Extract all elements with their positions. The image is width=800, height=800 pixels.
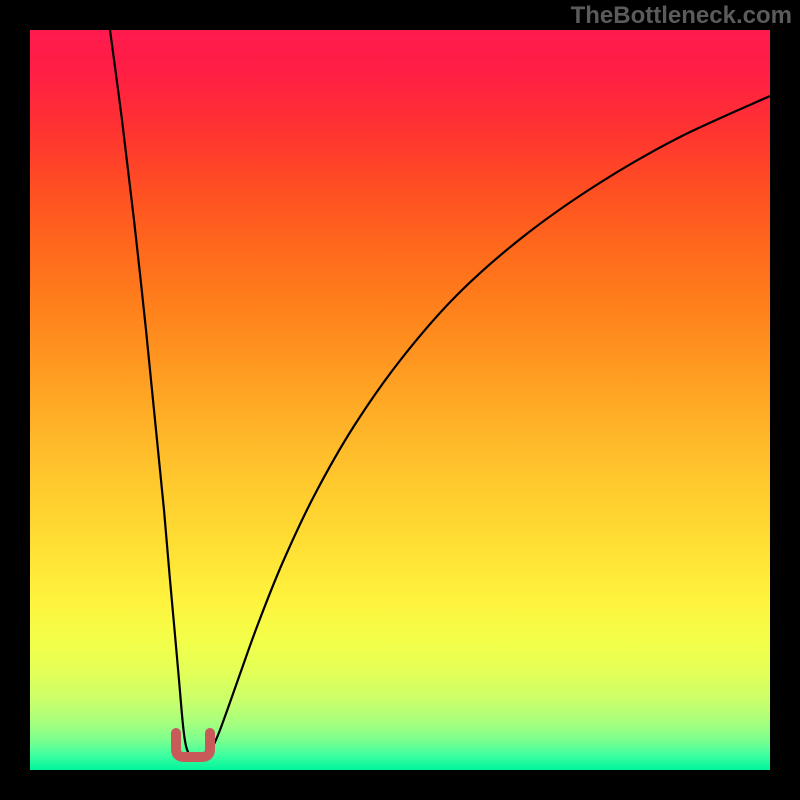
plot-area [30,30,770,770]
plot-svg [30,30,770,770]
canvas-root: TheBottleneck.com [0,0,800,800]
gradient-fill-rect [30,30,770,770]
watermark-text: TheBottleneck.com [571,2,792,30]
